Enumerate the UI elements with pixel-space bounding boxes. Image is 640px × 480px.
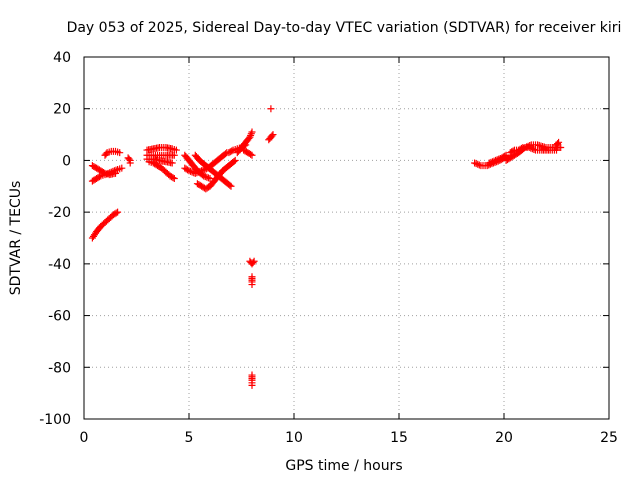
data-point [114, 208, 122, 216]
data-point [492, 156, 500, 164]
data-point [107, 168, 115, 176]
data-point [106, 169, 114, 177]
data-point [104, 169, 112, 177]
y-tick-label: -80 [48, 360, 71, 376]
grid-lines [84, 57, 609, 419]
data-point [198, 167, 206, 175]
data-point [169, 174, 177, 182]
data-point [246, 133, 254, 141]
data-point [248, 151, 256, 159]
data-point [227, 182, 235, 190]
data-point [268, 132, 276, 140]
data-point [168, 159, 176, 167]
data-points [88, 105, 565, 389]
data-point [196, 167, 204, 175]
data-point [509, 147, 517, 155]
x-tick-label: 0 [80, 430, 89, 446]
data-point [472, 160, 480, 168]
data-point [250, 257, 258, 265]
x-tick-label: 5 [185, 430, 194, 446]
data-point [201, 173, 209, 181]
data-point [488, 158, 496, 166]
y-axis-title: SDTVAR / TECUs [8, 181, 24, 296]
data-point [249, 259, 257, 267]
data-point [226, 181, 234, 189]
y-tick-label: -60 [48, 309, 71, 325]
data-point [474, 160, 482, 168]
y-tick-label: -100 [39, 412, 71, 428]
data-point [269, 131, 277, 139]
data-point [475, 161, 483, 169]
data-point [247, 150, 255, 158]
chart-title: Day 053 of 2025, Sidereal Day-to-day VTE… [67, 20, 622, 36]
data-point [126, 159, 134, 167]
data-point [112, 209, 120, 217]
tick-labels: 0 5 10 15 20 25 -100 -80 -60 -40 -20 0 20 40 [39, 50, 618, 446]
data-point [247, 130, 255, 138]
data-point [555, 138, 563, 146]
data-point [228, 147, 236, 155]
data-point [528, 145, 536, 153]
data-point [485, 159, 493, 167]
data-point [187, 167, 195, 175]
data-point [527, 144, 535, 152]
data-point [170, 151, 178, 159]
data-point [231, 156, 239, 164]
y-tick-label: -40 [48, 257, 71, 273]
plot-frame [83, 56, 610, 420]
data-point [199, 166, 207, 174]
data-point [191, 169, 199, 177]
data-point [554, 140, 562, 148]
x-tick-label: 20 [495, 430, 513, 446]
data-point [101, 171, 109, 179]
data-point [248, 128, 256, 136]
data-point [204, 174, 212, 182]
data-point [530, 145, 538, 153]
data-point [206, 175, 214, 183]
data-point [125, 155, 133, 163]
data-point [487, 158, 495, 166]
data-point [194, 168, 202, 176]
y-tick-label: -20 [48, 205, 71, 221]
y-tick-label: 0 [62, 153, 71, 169]
data-point [203, 173, 211, 181]
data-point [95, 173, 103, 181]
x-tick-label: 10 [285, 430, 303, 446]
y-tick-label: 20 [53, 102, 71, 118]
data-point [193, 169, 201, 177]
data-point [188, 168, 196, 176]
data-point [184, 166, 192, 174]
data-point [248, 381, 256, 389]
data-point [230, 157, 238, 165]
data-point [109, 167, 117, 175]
data-point [248, 281, 256, 289]
axis-ticks [83, 56, 610, 420]
data-point [490, 157, 498, 165]
data-point [110, 167, 118, 175]
data-point [518, 144, 525, 152]
y-tick-label: 40 [53, 50, 71, 66]
data-point [116, 149, 124, 157]
data-point [495, 155, 503, 163]
data-point [185, 167, 193, 175]
data-point [112, 166, 120, 174]
x-axis-title: GPS time / hours [285, 458, 402, 474]
data-point [557, 144, 565, 151]
data-point [471, 159, 479, 167]
data-point [267, 105, 275, 113]
data-point [496, 154, 504, 162]
data-point [172, 146, 180, 154]
data-point [525, 144, 533, 151]
data-point [103, 170, 111, 178]
data-point [222, 150, 230, 158]
data-point [247, 131, 255, 139]
x-tick-label: 15 [390, 430, 408, 446]
x-tick-label: 25 [600, 430, 618, 446]
data-point [118, 164, 126, 172]
data-point [170, 175, 178, 183]
data-point [493, 156, 501, 164]
